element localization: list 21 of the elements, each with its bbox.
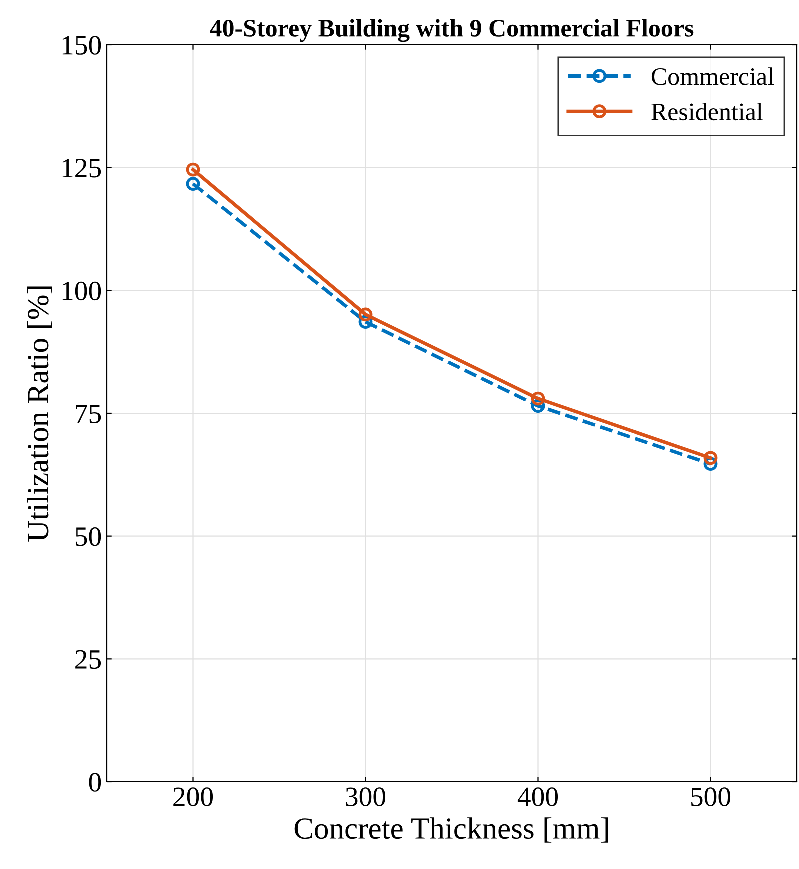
point [186,162,200,177]
legend-label: Commercial [652,68,774,86]
x-axis-title: Concrete Thickness [mm] [294,818,608,843]
x-tick-label: 400 [518,788,558,806]
y-tick-label: 100 [62,282,102,301]
x-tick-label: 300 [346,788,386,806]
x-tick-label: 500 [692,788,731,806]
point [704,451,718,466]
y-axis-title: Utilization Ratio [%] [27,286,52,542]
y-tick-label: 25 [76,650,102,670]
legend-label: Residential [652,102,763,121]
y-tick-label: 75 [76,404,102,424]
y-tick-label: 50 [76,528,102,546]
point [186,177,200,191]
y-tick-label: 150 [62,36,102,55]
y-tick-label: 125 [62,159,102,178]
point [358,308,373,322]
y-tick-label: 0 [89,773,102,792]
x-tick-label: 200 [174,788,214,806]
point [531,392,546,406]
chart-title: 40-Storey Building with 9 Commercial Floors [210,19,694,42]
